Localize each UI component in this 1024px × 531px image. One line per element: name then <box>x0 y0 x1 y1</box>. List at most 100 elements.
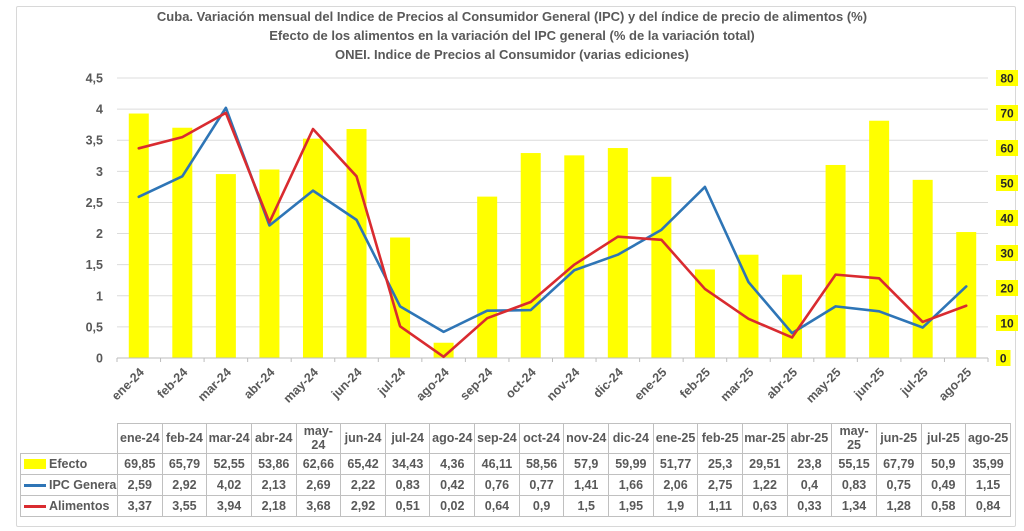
left-axis-tick-label: 2,5 <box>86 196 103 210</box>
bar-efecto <box>477 196 498 358</box>
table-value-cell: 2,92 <box>340 494 386 517</box>
chart-title-line3: ONEI. Indice de Precios al Consumidor (v… <box>335 47 689 62</box>
table-value-cell: 1,22 <box>741 473 788 496</box>
table-value-cell: 2,18 <box>250 494 297 517</box>
legend-swatch-efecto <box>24 459 46 470</box>
right-axis-tick-highlight <box>996 350 1011 366</box>
table-header-cell: ago-24 <box>429 423 476 454</box>
table-value-cell: 2,75 <box>697 473 743 496</box>
table-value-cell: 4,36 <box>429 452 476 475</box>
table-header-cell: mar-24 <box>206 423 252 454</box>
table-value-cell: 58,56 <box>518 452 565 475</box>
x-axis-category-label: jun-25 <box>851 365 888 402</box>
table-value-cell: 0,4 <box>786 473 833 496</box>
table-header-cell: feb-25 <box>697 423 743 454</box>
bar-efecto <box>128 113 149 359</box>
table-value-cell: 2,22 <box>340 473 386 496</box>
table-value-cell: 2,06 <box>652 473 699 496</box>
x-axis-category-label: may-25 <box>803 365 843 405</box>
left-axis-tick-label: 1,5 <box>86 258 103 272</box>
table-value-cell: 0,63 <box>741 494 788 517</box>
bar-efecto <box>390 237 411 358</box>
right-axis-tick-label: 70 <box>1000 107 1014 121</box>
chart-title-block: Cuba. Variación mensual del Indice de Pr… <box>0 7 1024 64</box>
table-value-cell: 3,94 <box>206 494 252 517</box>
bar-efecto <box>302 138 323 358</box>
table-value-cell: 53,86 <box>250 452 297 475</box>
table-value-cell: 0,84 <box>965 494 1011 517</box>
table-header-cell: sep-24 <box>474 423 520 454</box>
table-value-cell: 1,41 <box>563 473 610 496</box>
line-alimentos <box>137 111 968 359</box>
chart-title-line1: Cuba. Variación mensual del Indice de Pr… <box>156 9 868 24</box>
x-axis-category-label: ene-25 <box>632 365 670 403</box>
table-value-cell: 1,11 <box>697 494 743 517</box>
table-value-cell: 0,64 <box>474 494 520 517</box>
table-header-cell: jul-25 <box>920 423 967 454</box>
legend-label: Efecto <box>49 456 88 471</box>
table-value-cell: 0,83 <box>831 473 877 496</box>
legend-label: IPC General <box>49 477 118 492</box>
table-value-cell: 67,79 <box>875 452 922 475</box>
x-axis-category-label: mar-24 <box>195 365 234 404</box>
right-axis-tick-highlight <box>996 105 1018 121</box>
table-value-cell: 0,75 <box>875 473 922 496</box>
right-axis-tick-highlight <box>996 280 1018 296</box>
x-axis-category-label: may-24 <box>281 365 321 405</box>
bar-efecto <box>172 127 193 358</box>
table-header-cell: dic-24 <box>608 423 654 454</box>
table-value-cell: 2,92 <box>161 473 208 496</box>
table-header-cell: ene-25 <box>652 423 699 454</box>
table-header-cell: abr-24 <box>250 423 297 454</box>
x-axis-category-label: feb-25 <box>677 365 713 401</box>
table-value-cell: 51,77 <box>652 452 699 475</box>
bar-efecto <box>259 169 280 358</box>
table-value-cell: 2,69 <box>295 473 342 496</box>
left-axis-tick-label: 2 <box>96 227 103 241</box>
table-value-cell: 2,13 <box>250 473 297 496</box>
table-value-cell: 4,02 <box>206 473 252 496</box>
right-axis-tick-label: 30 <box>1000 247 1014 261</box>
x-axis-category-label: nov-24 <box>544 365 582 403</box>
x-axis-category-label: mar-25 <box>718 365 757 404</box>
table-value-cell: 0,51 <box>384 494 431 517</box>
data-table: ene-24 feb-24 mar-24 abr-24 may-24 jun-24 jul-… <box>20 423 1011 517</box>
right-axis-tick-highlight <box>996 315 1018 331</box>
table-value-cell: 0,33 <box>786 494 833 517</box>
x-axis-category-label: oct-24 <box>503 365 539 401</box>
x-axis-category-label: feb-24 <box>155 365 191 401</box>
table-value-cell: 1,28 <box>875 494 922 517</box>
table-value-cell: 69,85 <box>117 452 163 475</box>
table-header-cell: jul-24 <box>384 423 431 454</box>
table-header-cell: may-24 <box>295 423 342 454</box>
bar-efecto <box>520 153 541 358</box>
left-axis-tick-label: 0 <box>96 352 103 366</box>
table-value-cell: 1,9 <box>652 494 699 517</box>
table-value-cell: 0,02 <box>429 494 476 517</box>
x-axis-category-label: abr-25 <box>764 365 800 401</box>
legend-label: Alimentos <box>49 498 110 513</box>
table-header-cell: abr-25 <box>786 423 833 454</box>
table-value-cell: 0,77 <box>518 473 565 496</box>
table-value-cell: 65,79 <box>161 452 208 475</box>
bar-efecto <box>825 164 846 358</box>
right-axis-tick-label: 40 <box>1000 212 1014 226</box>
x-axis-category-label: jun-24 <box>328 365 365 402</box>
table-value-cell: 1,34 <box>831 494 877 517</box>
bar-efecto <box>651 176 672 358</box>
table-value-cell: 29,51 <box>741 452 788 475</box>
table-value-cell: 1,15 <box>965 473 1011 496</box>
bar-efecto <box>738 254 759 358</box>
x-axis-category-label: abr-24 <box>241 365 277 401</box>
table-value-cell: 35,99 <box>965 452 1011 475</box>
table-value-cell: 0,42 <box>429 473 476 496</box>
table-row: Alimentos 3,37 3,55 3,94 2,18 3,68 2,92 0,51 0,0… <box>20 494 1011 517</box>
left-axis-tick-label: 3,5 <box>86 134 103 148</box>
table-row: IPC General 2,59 2,92 4,02 2,13 2,69 2,22 0,83 0… <box>20 473 1011 496</box>
right-axis-tick-label: 60 <box>1000 142 1014 156</box>
x-axis-category-label: jul-24 <box>374 365 408 399</box>
right-axis-tick-label: 0 <box>1000 352 1007 366</box>
table-value-cell: 52,55 <box>206 452 252 475</box>
table-row: Efecto 69,85 65,79 52,55 53,86 62,66 65,42 34,4… <box>20 452 1011 475</box>
table-value-cell: 50,9 <box>920 452 967 475</box>
